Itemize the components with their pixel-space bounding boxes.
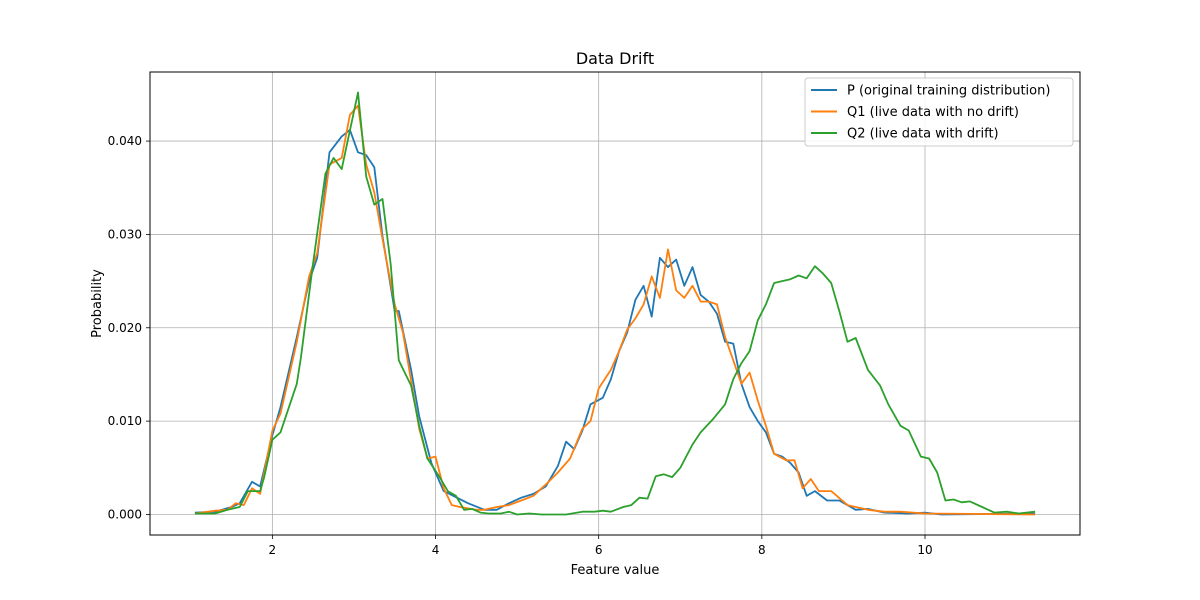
x-tick-label: 4: [432, 543, 440, 557]
y-tick-label: 0.000: [108, 507, 142, 521]
x-tick-label: 6: [595, 543, 603, 557]
x-tick-label: 2: [269, 543, 277, 557]
legend-label: Q2 (live data with drift): [847, 127, 999, 142]
legend-label: P (original training distribution): [847, 84, 1050, 99]
y-tick-label: 0.040: [108, 134, 142, 148]
x-tick-label: 8: [758, 543, 766, 557]
y-axis-label: Probability: [90, 269, 105, 338]
series-lines: [194, 91, 1036, 516]
legend-box: [804, 77, 1074, 147]
y-tick-label: 0.020: [108, 321, 142, 335]
series-line-3: [194, 91, 1036, 516]
y-tick-label: 0.030: [108, 227, 142, 241]
plot-area-frame: [149, 71, 1081, 536]
x-axis-label: Feature value: [571, 563, 660, 578]
legend: P (original training distribution) Q1 (li…: [804, 77, 1074, 147]
chart-title: Data Drift: [576, 49, 654, 68]
legend-label: Q1 (live data with no drift): [847, 105, 1019, 120]
x-tick-label: 10: [917, 543, 932, 557]
axis-ticks: 2 4 6 8 10 0.000 0.010 0.020 0.030 0.040: [108, 134, 933, 557]
y-tick-label: 0.010: [108, 414, 142, 428]
series-line-1: [194, 128, 1036, 516]
series-line-2: [194, 104, 1036, 516]
